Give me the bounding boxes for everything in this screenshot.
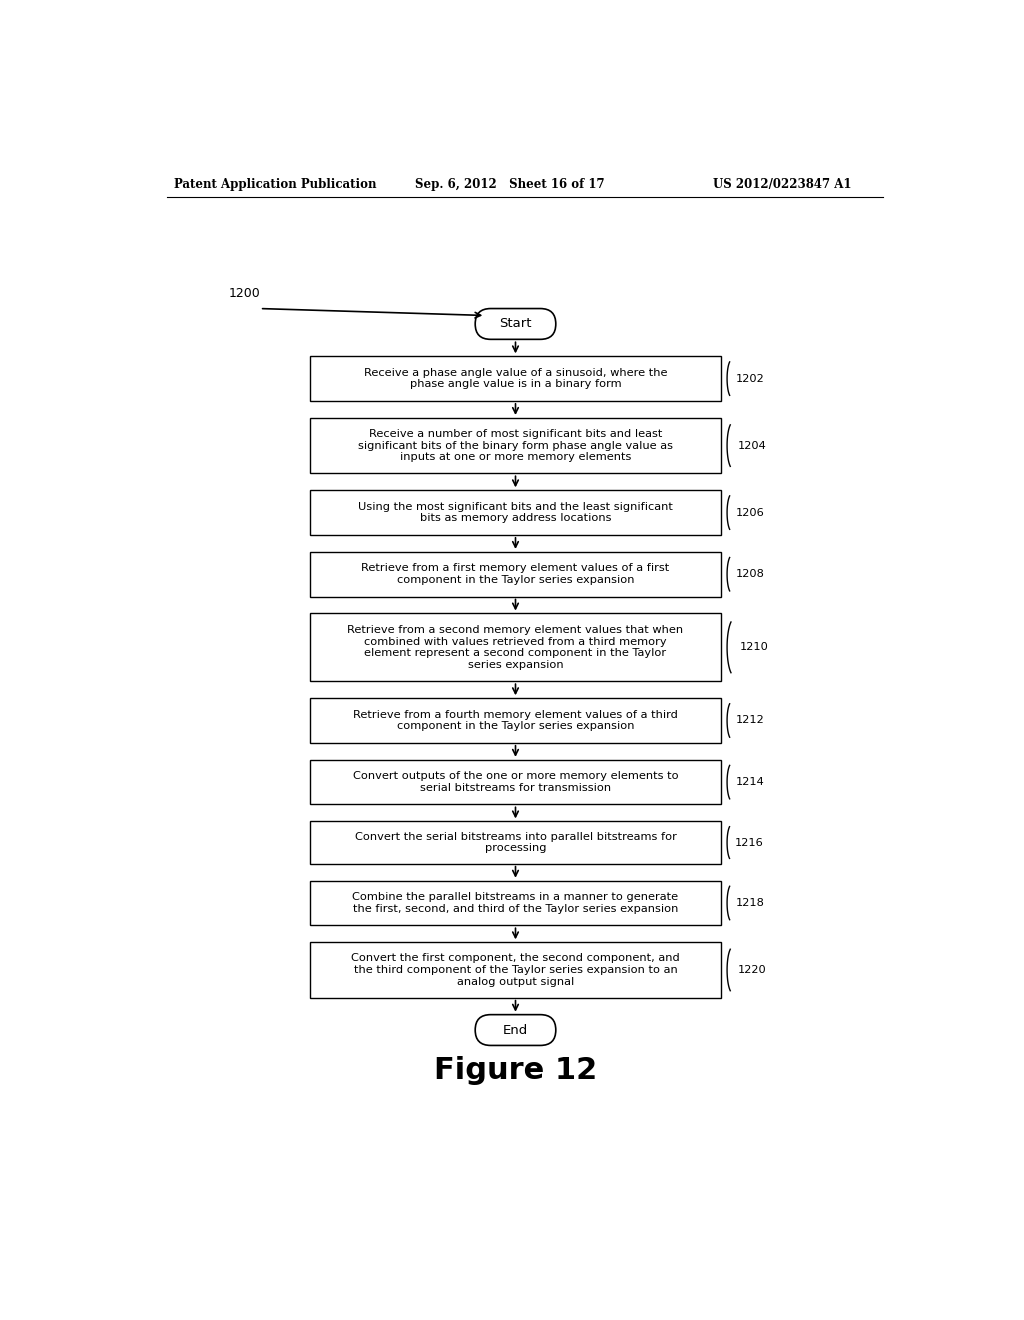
FancyBboxPatch shape — [310, 942, 721, 998]
FancyBboxPatch shape — [475, 1015, 556, 1045]
Text: 1220: 1220 — [737, 965, 766, 975]
Text: Using the most significant bits and the least significant
bits as memory address: Using the most significant bits and the … — [358, 502, 673, 524]
FancyBboxPatch shape — [310, 760, 721, 804]
Text: Convert the serial bitstreams into parallel bitstreams for
processing: Convert the serial bitstreams into paral… — [354, 832, 677, 853]
FancyBboxPatch shape — [310, 418, 721, 474]
FancyBboxPatch shape — [310, 821, 721, 863]
Text: US 2012/0223847 A1: US 2012/0223847 A1 — [713, 178, 852, 190]
Text: Start: Start — [500, 317, 531, 330]
FancyBboxPatch shape — [310, 880, 721, 925]
Text: 1200: 1200 — [228, 286, 260, 300]
FancyBboxPatch shape — [310, 356, 721, 401]
Text: 1206: 1206 — [735, 508, 764, 517]
Text: Sep. 6, 2012   Sheet 16 of 17: Sep. 6, 2012 Sheet 16 of 17 — [415, 178, 604, 190]
Text: 1218: 1218 — [735, 898, 765, 908]
Text: Combine the parallel bitstreams in a manner to generate
the first, second, and t: Combine the parallel bitstreams in a man… — [352, 892, 679, 913]
Text: Receive a number of most significant bits and least
significant bits of the bina: Receive a number of most significant bit… — [358, 429, 673, 462]
FancyBboxPatch shape — [310, 490, 721, 535]
FancyBboxPatch shape — [475, 309, 556, 339]
Text: Figure 12: Figure 12 — [434, 1056, 597, 1085]
Text: Retrieve from a second memory element values that when
combined with values retr: Retrieve from a second memory element va… — [347, 624, 684, 669]
Text: Receive a phase angle value of a sinusoid, where the
phase angle value is in a b: Receive a phase angle value of a sinusoi… — [364, 368, 668, 389]
Text: Retrieve from a first memory element values of a first
component in the Taylor s: Retrieve from a first memory element val… — [361, 564, 670, 585]
Text: 1216: 1216 — [735, 838, 764, 847]
Text: Convert the first component, the second component, and
the third component of th: Convert the first component, the second … — [351, 953, 680, 986]
Text: 1212: 1212 — [735, 715, 764, 726]
FancyBboxPatch shape — [310, 614, 721, 681]
Text: 1202: 1202 — [735, 374, 764, 384]
FancyBboxPatch shape — [310, 552, 721, 597]
Text: 1204: 1204 — [737, 441, 766, 450]
Text: Retrieve from a fourth memory element values of a third
component in the Taylor : Retrieve from a fourth memory element va… — [353, 710, 678, 731]
FancyBboxPatch shape — [310, 698, 721, 743]
Text: 1210: 1210 — [740, 643, 769, 652]
Text: End: End — [503, 1023, 528, 1036]
Text: Convert outputs of the one or more memory elements to
serial bitstreams for tran: Convert outputs of the one or more memor… — [352, 771, 678, 793]
Text: Patent Application Publication: Patent Application Publication — [174, 178, 377, 190]
Text: 1214: 1214 — [735, 777, 764, 787]
Text: 1208: 1208 — [735, 569, 765, 579]
